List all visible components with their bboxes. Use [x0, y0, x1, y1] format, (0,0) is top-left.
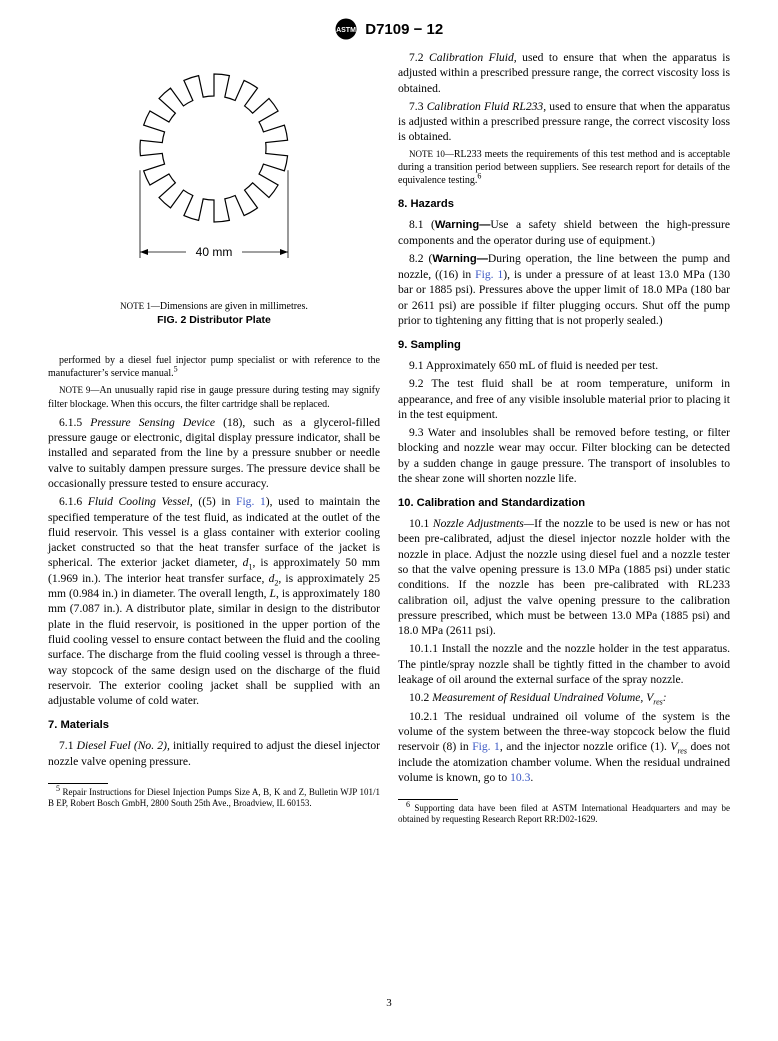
footnote-ref-5: 5 [174, 365, 178, 374]
sub: res [653, 698, 662, 707]
para-6.1.6: 6.1.6 Fluid Cooling Vessel, ((5) in Fig.… [48, 494, 380, 708]
text: If the nozzle to be used is new or has n… [398, 517, 730, 637]
para-7.1: 7.1 Diesel Fuel (No. 2), initially requi… [48, 738, 380, 769]
clause-num: 8.2 ( [409, 252, 432, 265]
para-7.3: 7.3 Calibration Fluid RL233, used to ens… [398, 99, 730, 145]
left-column: 40 mm NOTE 1—Dimensions are given in mil… [48, 50, 380, 829]
sub: res [677, 747, 686, 756]
two-column-layout: 40 mm NOTE 1—Dimensions are given in mil… [48, 50, 730, 829]
ref-10.3-link[interactable]: 10.3 [510, 771, 530, 784]
para-10.2: 10.2 Measurement of Residual Undrained V… [398, 690, 730, 705]
warning-label: Warning— [432, 253, 488, 265]
para-7.2: 7.2 Calibration Fluid, used to ensure th… [398, 50, 730, 96]
page-header: ASTM D7109 − 12 [48, 18, 730, 40]
fig-1-link[interactable]: Fig. 1 [236, 495, 266, 508]
designation: D7109 − 12 [365, 21, 443, 38]
distributor-plate-drawing: 40 mm [109, 54, 319, 298]
fig-1-link[interactable]: Fig. 1 [475, 268, 503, 281]
paragraph-continuation: performed by a diesel fuel injector pump… [48, 354, 380, 380]
term: Nozzle Adjustments— [433, 517, 534, 530]
para-10.1: 10.1 Nozzle Adjustments—If the nozzle to… [398, 516, 730, 638]
clause-num: 8.1 ( [409, 218, 435, 231]
figure-2-note-label: NOTE 1— [120, 301, 160, 311]
text: : [663, 691, 667, 704]
right-column: 7.2 Calibration Fluid, used to ensure th… [398, 50, 730, 829]
para-8.2: 8.2 (Warning—During operation, the line … [398, 251, 730, 328]
note-9: NOTE 9—An unusually rapid rise in gauge … [48, 384, 380, 410]
clause-num: 7.3 [409, 100, 427, 113]
note-10-label: NOTE 10— [409, 149, 454, 159]
term: Pressure Sensing Device [90, 416, 215, 429]
para-10.2.1: 10.2.1 The residual undrained oil volume… [398, 709, 730, 785]
term: Fluid Cooling Vessel, [88, 495, 193, 508]
footnote-5-text: Repair Instructions for Diesel Injection… [48, 787, 380, 808]
figure-2: 40 mm NOTE 1—Dimensions are given in mil… [48, 54, 380, 328]
figure-2-note: NOTE 1—Dimensions are given in millimetr… [48, 300, 380, 313]
text: , is approximately 180 mm (7.087 in.). A… [48, 587, 380, 707]
section-9-heading: 9. Sampling [398, 338, 730, 353]
term: Calibration Fluid RL233, [427, 100, 546, 113]
section-10-heading: 10. Calibration and Standardization [398, 496, 730, 511]
svg-text:ASTM: ASTM [336, 27, 356, 34]
clause-num: 7.1 [59, 739, 77, 752]
footnote-6-text: Supporting data have been filed at ASTM … [398, 803, 730, 824]
para-6.1.5: 6.1.5 Pressure Sensing Device (18), such… [48, 415, 380, 491]
note-10: NOTE 10—RL233 meets the requirements of … [398, 148, 730, 188]
fig-1-link[interactable]: Fig. 1 [472, 740, 500, 753]
para-10.1.1: 10.1.1 Install the nozzle and the nozzle… [398, 641, 730, 687]
warning-label: Warning— [435, 219, 491, 231]
clause-num: 6.1.6 [59, 495, 88, 508]
term: Calibration Fluid, [429, 51, 517, 64]
text: . [530, 771, 533, 784]
para-9.2: 9.2 The test fluid shall be at room temp… [398, 376, 730, 422]
text: , and the injector nozzle orifice (1). [500, 740, 671, 753]
section-8-heading: 8. Hazards [398, 197, 730, 212]
figure-2-note-text: Dimensions are given in millimetres. [160, 301, 308, 312]
para-9.3: 9.3 Water and insolubles shall be remove… [398, 425, 730, 486]
astm-logo-icon: ASTM [335, 18, 357, 40]
term: Diesel Fuel (No. 2), [77, 739, 170, 752]
page-number: 3 [0, 997, 778, 1009]
page: ASTM D7109 − 12 40 mm NOTE 1—Dimensions … [0, 0, 778, 1041]
note-9-label: NOTE 9— [59, 385, 99, 395]
section-7-heading: 7. Materials [48, 718, 380, 733]
footnote-6: 6 Supporting data have been filed at AST… [398, 803, 730, 826]
clause-num: 10.2 [409, 691, 432, 704]
clause-num: 7.2 [409, 51, 429, 64]
para-8.1: 8.1 (Warning—Use a safety shield between… [398, 217, 730, 248]
svg-text:40 mm: 40 mm [196, 245, 233, 259]
figure-2-caption: FIG. 2 Distributor Plate [48, 314, 380, 328]
clause-num: 10.1 [409, 517, 433, 530]
para-9.1: 9.1 Approximately 650 mL of fluid is nee… [398, 358, 730, 373]
text: ((5) in [193, 495, 236, 508]
text: performed by a diesel fuel injector pump… [48, 355, 380, 379]
footnote-ref-6: 6 [477, 172, 481, 181]
footnote-5: 5 Repair Instructions for Diesel Injecti… [48, 787, 380, 810]
clause-num: 6.1.5 [59, 416, 90, 429]
term: Measurement of Residual Undrained Volume… [432, 691, 653, 704]
